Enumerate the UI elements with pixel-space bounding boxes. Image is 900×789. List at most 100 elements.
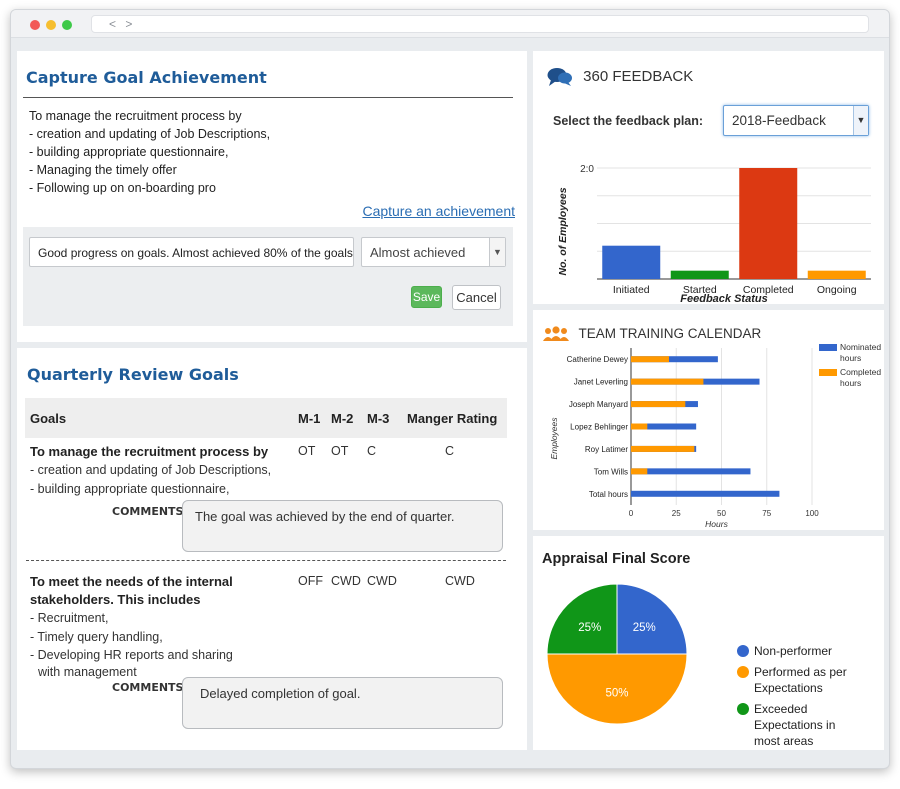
appraisal-panel: Appraisal Final Score 25% 50% 25% Non-perfo…	[533, 536, 884, 750]
manager-rating-value: C	[445, 444, 455, 458]
plan-label: Select the feedback plan:	[553, 114, 704, 128]
close-window-button[interactable]	[30, 20, 40, 30]
y-tick-label: Joseph Manyard	[569, 400, 628, 409]
bar-completed	[631, 445, 695, 452]
pie-slice	[546, 583, 618, 655]
goal-line: - Managing the timely offer	[29, 163, 177, 177]
pie-slice	[546, 653, 688, 725]
legend-label: Completed hours	[840, 367, 881, 388]
comments-label: COMMENTS	[112, 505, 184, 518]
table-row: To meet the needs of the internal stakeh…	[30, 573, 300, 679]
comments-label: COMMENTS	[112, 681, 184, 694]
y-tick-label: Total hours	[589, 490, 628, 499]
legend-swatch	[737, 645, 749, 657]
column-header-m2: M-2	[331, 410, 354, 426]
feedback-title: 360 FEEDBACK	[583, 67, 694, 85]
plan-select-value: 2018-Feedback	[732, 113, 826, 128]
goal-line: To manage the recruitment process by	[29, 109, 242, 123]
chevron-down-icon: ▼	[489, 238, 505, 266]
bar-nominated	[631, 356, 718, 363]
legend-swatch	[737, 703, 749, 715]
goals-table: Goals M-1 M-2 M-3 Manger Rating	[25, 398, 507, 438]
goal-title: To manage the recruitment process by	[30, 444, 269, 459]
capture-goal-panel: Capture Goal Achievement To manage the r…	[17, 51, 527, 342]
browser-window: < > Capture Goal Achievement To manage t…	[10, 9, 890, 769]
x-tick-label: Completed	[743, 284, 794, 296]
browser-titlebar: < >	[11, 10, 889, 38]
y-axis-label: No. of Employees	[557, 187, 569, 275]
goal-detail: with management	[38, 664, 137, 679]
column-header-goals: Goals	[30, 410, 67, 426]
capture-goal-title: Capture Goal Achievement	[26, 68, 267, 87]
x-tick-label: 50	[717, 509, 726, 518]
m3-value: C	[367, 444, 377, 458]
achievement-status-select[interactable]: Almost achieved ▼	[361, 237, 506, 267]
bar-completed	[631, 423, 648, 430]
x-tick-label: Started	[683, 284, 717, 296]
m2-value: CWD	[331, 574, 361, 588]
table-row: To manage the recruitment process by - c…	[30, 443, 305, 498]
cancel-button[interactable]: Cancel	[452, 285, 501, 310]
title-divider	[23, 97, 513, 98]
legend-label: Non-performer	[754, 644, 832, 658]
goal-line: - creation and updating of Job Descripti…	[29, 127, 271, 141]
appraisal-title: Appraisal Final Score	[542, 551, 691, 567]
feedback-panel: 360 FEEDBACK Select the feedback plan: 2…	[533, 51, 884, 304]
y-tick-label: Lopez Behlinger	[570, 423, 628, 432]
feedback-plan-select[interactable]: 2018-Feedback ▼	[723, 105, 869, 136]
y-tick-label: Roy Latimer	[585, 445, 628, 454]
x-tick-label: 25	[672, 509, 681, 518]
x-tick-label: 100	[805, 509, 819, 518]
bar-nominated	[631, 490, 780, 497]
y-tick-label: Janet Leverling	[574, 378, 628, 387]
goal-detail: - Developing HR reports and sharing	[30, 648, 233, 662]
capture-achievement-link[interactable]: Capture an achievement	[362, 203, 515, 219]
x-tick-label: 0	[629, 509, 634, 518]
legend-swatch	[819, 344, 837, 351]
slice-label: 50%	[605, 688, 628, 700]
goal-description: To manage the recruitment process by - c…	[29, 107, 270, 197]
column-header-m1: M-1	[298, 410, 321, 426]
address-bar[interactable]: < >	[91, 15, 869, 33]
row-divider	[26, 560, 506, 561]
manager-rating-value: CWD	[445, 574, 475, 588]
y-tick-label: 2:0	[580, 164, 594, 175]
goal-line: - Following up on on-boarding pro	[29, 181, 216, 195]
team-people-icon	[543, 326, 569, 342]
comment-box: Delayed completion of goal.	[182, 677, 503, 729]
training-title: TEAM TRAINING CALENDAR	[578, 326, 762, 341]
legend-label: Performed as per Expectations	[754, 665, 847, 695]
bar-nominated	[631, 468, 751, 475]
x-tick-label: 75	[762, 509, 771, 518]
slice-label: 25%	[578, 622, 601, 634]
bar	[739, 168, 798, 279]
appraisal-pie-chart: 25% 50% 25% Non-performer Performed as per Ex…	[546, 583, 847, 748]
x-axis-label: Feedback Status	[680, 293, 767, 304]
feedback-status-chart: 2:0 Initiated Started Completed Ongoing Feedb…	[557, 164, 871, 304]
minimize-window-button[interactable]	[46, 20, 56, 30]
legend-label: Nominated hours	[840, 342, 881, 363]
bar	[670, 270, 729, 279]
comment-box: The goal was achieved by the end of quar…	[182, 500, 503, 552]
feedback-header: 360 FEEDBACK	[547, 67, 693, 87]
training-panel: TEAM TRAINING CALENDAR 0 25 50 75 100 Catheri…	[533, 310, 884, 530]
achievement-form: Good progress on goals. Almost achieved …	[23, 227, 513, 326]
maximize-window-button[interactable]	[62, 20, 72, 30]
training-hours-chart: 0 25 50 75 100 Catherine Dewey Janet Leverling…	[549, 342, 881, 529]
goal-detail: - Recruitment,	[30, 611, 109, 625]
back-forward-icon[interactable]: < >	[109, 17, 136, 31]
bar	[602, 245, 661, 279]
save-button[interactable]: Save	[411, 286, 442, 308]
goal-title: To meet the needs of the internal stakeh…	[30, 574, 233, 607]
quarterly-review-title: Quarterly Review Goals	[27, 365, 239, 384]
goal-line: - building appropriate questionnaire,	[29, 145, 229, 159]
x-tick-label: Initiated	[613, 284, 650, 296]
achievement-comment-input[interactable]: Good progress on goals. Almost achieved …	[29, 237, 354, 267]
chevron-down-icon: ▼	[853, 106, 868, 135]
bar-completed	[631, 401, 686, 408]
pie-slice	[616, 583, 688, 655]
goal-detail: - Timely query handling,	[30, 629, 163, 644]
bar-completed	[631, 468, 648, 475]
goal-detail: - building appropriate questionnaire,	[30, 481, 230, 496]
bar-completed	[631, 378, 704, 385]
